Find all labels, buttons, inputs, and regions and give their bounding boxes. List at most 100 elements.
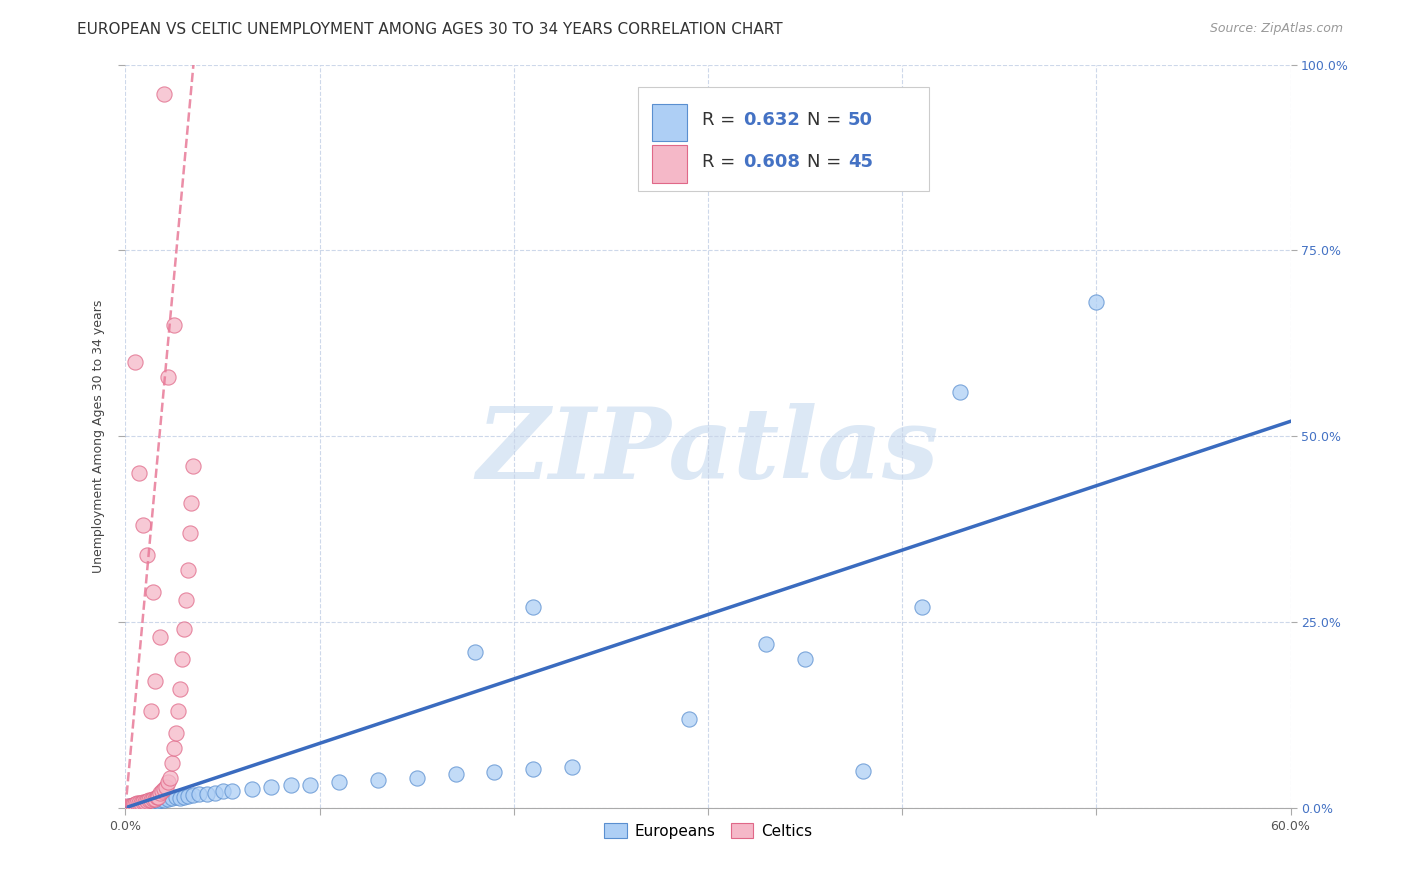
Text: EUROPEAN VS CELTIC UNEMPLOYMENT AMONG AGES 30 TO 34 YEARS CORRELATION CHART: EUROPEAN VS CELTIC UNEMPLOYMENT AMONG AG… [77,22,783,37]
Text: R =: R = [702,153,741,170]
Point [794,652,817,666]
Point [122,799,145,814]
Point [145,789,167,804]
Point [174,592,197,607]
Point [173,623,195,637]
Point [138,796,160,810]
Point [464,645,486,659]
Point [163,318,186,332]
Point [173,789,195,804]
Text: ZIPatlas: ZIPatlas [477,403,939,500]
Point [138,793,160,807]
Point [1085,295,1108,310]
Point [484,765,506,780]
Point [160,791,183,805]
Point [522,762,544,776]
Point [157,774,180,789]
Text: N =: N = [807,112,846,129]
Point [211,784,233,798]
Point [169,791,191,805]
FancyBboxPatch shape [652,145,688,183]
Point [163,741,186,756]
Point [132,797,155,811]
Point [149,630,172,644]
Point [183,788,205,802]
Point [143,795,166,809]
Point [157,792,180,806]
FancyBboxPatch shape [652,103,688,141]
Point [128,796,150,810]
Point [124,797,146,811]
Point [159,771,181,785]
Point [122,797,145,812]
Point [157,369,180,384]
Point [195,787,218,801]
Text: R =: R = [702,112,741,129]
Point [127,797,149,811]
Point [135,797,157,811]
Point [134,797,156,811]
FancyBboxPatch shape [638,87,929,191]
Point [167,704,190,718]
Point [298,779,321,793]
Point [444,767,467,781]
Point [405,771,427,785]
Point [910,600,932,615]
Point [153,87,176,102]
Text: Source: ZipAtlas.com: Source: ZipAtlas.com [1209,22,1343,36]
Point [280,779,302,793]
Text: 0.608: 0.608 [742,153,800,170]
Point [120,798,142,813]
Point [148,789,170,804]
Point [852,764,875,778]
Point [148,794,170,808]
Point [260,780,283,794]
Point [176,789,198,803]
Point [949,384,972,399]
Point [143,792,166,806]
Point [149,793,172,807]
Point [128,467,150,481]
Y-axis label: Unemployment Among Ages 30 to 34 years: Unemployment Among Ages 30 to 34 years [93,300,105,573]
Point [169,681,191,696]
Point [678,712,700,726]
Point [149,786,172,800]
Point [118,799,141,814]
Point [179,525,201,540]
Text: N =: N = [807,153,846,170]
Point [132,518,155,533]
Point [128,797,150,812]
Point [124,355,146,369]
Point [153,792,176,806]
Text: 50: 50 [848,112,873,129]
Point [150,784,173,798]
Point [180,496,202,510]
Point [142,585,165,599]
Point [127,798,149,813]
Point [165,790,187,805]
Text: 45: 45 [848,153,873,170]
Point [367,772,389,787]
Point [204,786,226,800]
Text: 0.632: 0.632 [742,112,800,129]
Point [124,798,146,813]
Point [183,458,205,473]
Point [561,760,583,774]
Point [134,795,156,809]
Legend: Europeans, Celtics: Europeans, Celtics [598,816,818,845]
Point [221,783,243,797]
Point [170,652,193,666]
Point [135,794,157,808]
Point [132,795,155,809]
Point [142,792,165,806]
Point [143,674,166,689]
Point [165,726,187,740]
Point [155,780,177,794]
Point [139,704,162,718]
Point [129,796,152,810]
Point [188,788,211,802]
Point [240,782,263,797]
Point [328,774,350,789]
Point [118,799,141,814]
Point [142,795,165,809]
